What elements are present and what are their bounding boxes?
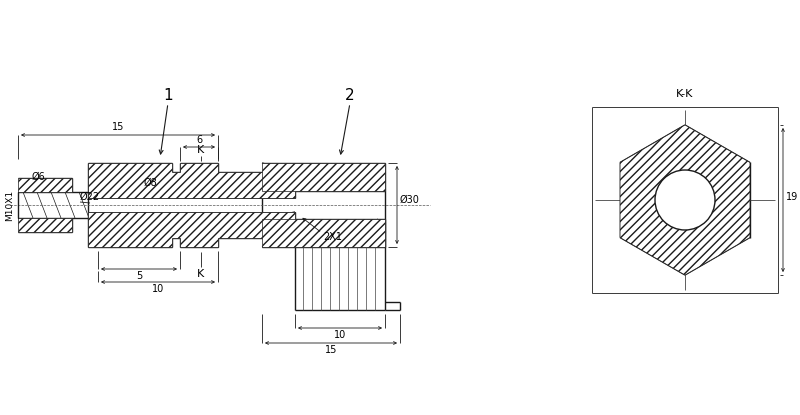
- Text: 19: 19: [786, 192, 798, 202]
- Text: K: K: [198, 145, 205, 155]
- Text: K-K: K-K: [676, 89, 694, 99]
- Text: M10X1: M10X1: [6, 189, 14, 220]
- Text: Ø30: Ø30: [400, 195, 420, 205]
- Polygon shape: [88, 163, 295, 198]
- Text: 15: 15: [325, 345, 337, 355]
- Text: 1: 1: [163, 88, 173, 103]
- Text: 10: 10: [152, 284, 164, 294]
- Circle shape: [655, 170, 715, 230]
- Text: Ø22: Ø22: [80, 192, 100, 202]
- Text: 15: 15: [112, 122, 124, 132]
- Text: 2X1: 2X1: [323, 232, 342, 242]
- Polygon shape: [262, 219, 385, 247]
- Polygon shape: [620, 125, 750, 275]
- Text: K: K: [198, 269, 205, 279]
- Polygon shape: [262, 163, 385, 191]
- Polygon shape: [88, 212, 295, 247]
- Text: 5: 5: [136, 271, 142, 281]
- Text: 10: 10: [334, 330, 346, 340]
- Text: 6: 6: [196, 135, 202, 145]
- Text: Ø8: Ø8: [143, 178, 157, 188]
- Polygon shape: [18, 178, 72, 232]
- Text: Ø6: Ø6: [31, 172, 45, 182]
- Text: 2: 2: [345, 88, 355, 103]
